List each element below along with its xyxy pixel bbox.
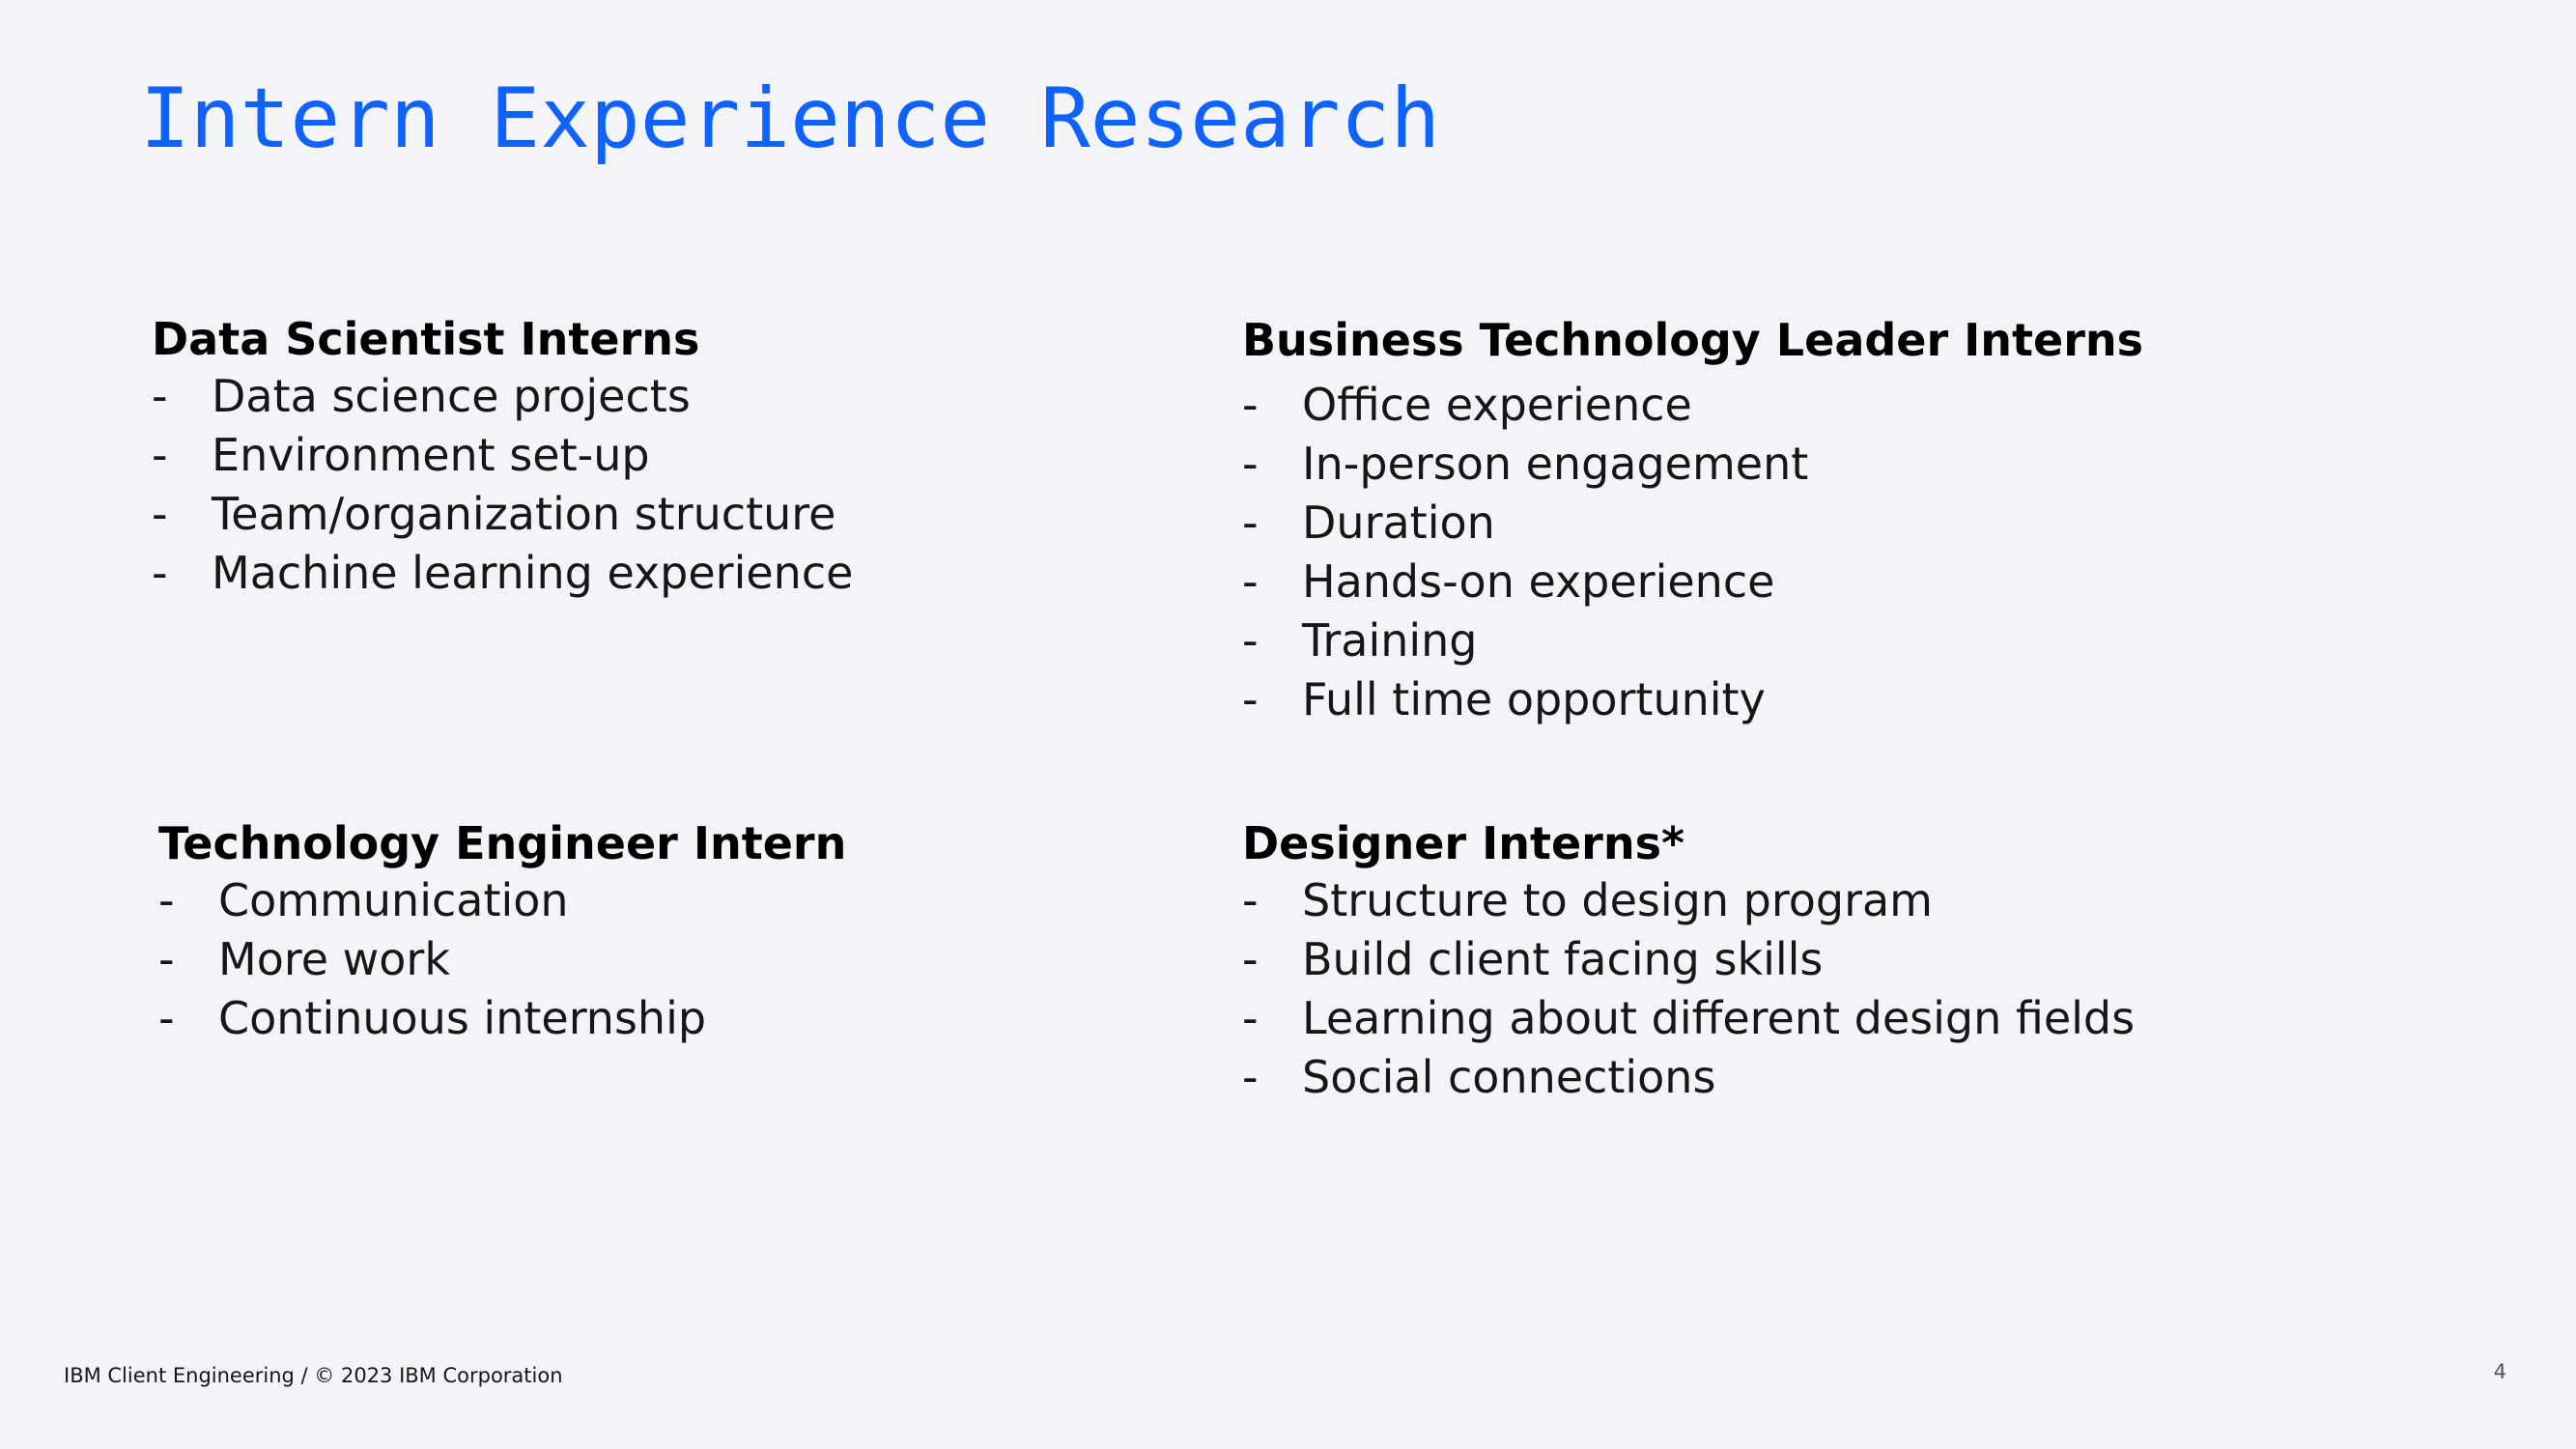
list-item-text: Full time opportunity: [1302, 673, 1766, 725]
page-number: 4: [2493, 1360, 2506, 1383]
list-item-text: Data science projects: [212, 370, 691, 422]
list-item: - Learning about different design fields: [1242, 989, 2135, 1048]
list-item: - Communication: [158, 871, 846, 930]
list-item-text: Environment set-up: [212, 429, 650, 481]
dash-bullet: -: [1242, 555, 1259, 608]
list-item: - In-person engagement: [1242, 435, 2143, 494]
dash-bullet: -: [158, 874, 175, 926]
list-item-text: Team/organization structure: [212, 488, 836, 540]
dash-bullet: -: [1242, 874, 1259, 926]
dash-bullet: -: [1242, 992, 1259, 1044]
list-item-text: In-person engagement: [1302, 438, 1809, 490]
designer-heading: Designer Interns*: [1242, 817, 1685, 869]
data-scientist-heading: Data Scientist Interns: [152, 313, 700, 365]
list-item-text: Build client facing skills: [1302, 933, 1824, 985]
designer-section: Designer Interns* - Structure to design p…: [1242, 815, 2135, 1107]
technology-engineer-section: Technology Engineer Intern - Communicatio…: [158, 815, 846, 1048]
list-item: - Duration: [1242, 494, 2143, 553]
list-item-text: Office experience: [1302, 379, 1692, 431]
dash-bullet: -: [158, 933, 175, 985]
business-technology-leader-section: Business Technology Leader Interns - Offi…: [1242, 312, 2143, 729]
dash-bullet: -: [152, 370, 168, 422]
list-item: - Build client facing skills: [1242, 930, 2135, 989]
list-item-text: Structure to design program: [1302, 874, 1933, 926]
dash-bullet: -: [1242, 497, 1259, 549]
dash-bullet: -: [158, 992, 175, 1044]
dash-bullet: -: [1242, 379, 1259, 431]
list-item-text: Machine learning experience: [212, 547, 854, 599]
list-item-text: Hands-on experience: [1302, 555, 1775, 608]
list-item-text: More work: [218, 933, 450, 985]
list-item: - Full time opportunity: [1242, 670, 2143, 729]
list-item: - Data science projects: [152, 367, 853, 426]
dash-bullet: -: [152, 429, 168, 481]
list-item: - More work: [158, 930, 846, 989]
list-item-text: Communication: [218, 874, 569, 926]
business-technology-leader-list: - Office experience - In-person engagement…: [1242, 376, 2143, 729]
dash-bullet: -: [1242, 438, 1259, 490]
list-item: - Training: [1242, 611, 2143, 670]
list-item: - Office experience: [1242, 376, 2143, 435]
list-item-text: Training: [1302, 614, 1478, 667]
dash-bullet: -: [152, 547, 168, 599]
list-item: - Environment set-up: [152, 426, 853, 485]
technology-engineer-list: - Communication - More work - Continuous in…: [158, 871, 846, 1048]
list-item: - Machine learning experience: [152, 544, 853, 603]
list-item: - Continuous internship: [158, 989, 846, 1048]
list-item-text: Continuous internship: [218, 992, 707, 1044]
dash-bullet: -: [1242, 1051, 1259, 1103]
dash-bullet: -: [1242, 673, 1259, 725]
list-item-text: Learning about different design fields: [1302, 992, 2136, 1044]
list-item-text: Social connections: [1302, 1051, 1716, 1103]
list-item: - Team/organization structure: [152, 485, 853, 544]
dash-bullet: -: [1242, 614, 1259, 667]
business-technology-leader-heading: Business Technology Leader Interns: [1242, 314, 2144, 366]
data-scientist-section: Data Scientist Interns - Data science pro…: [152, 311, 853, 603]
list-item: - Structure to design program: [1242, 871, 2135, 930]
list-item: - Social connections: [1242, 1048, 2135, 1107]
dash-bullet: -: [1242, 933, 1259, 985]
list-item: - Hands-on experience: [1242, 553, 2143, 611]
data-scientist-list: - Data science projects - Environment set-…: [152, 367, 853, 603]
technology-engineer-heading: Technology Engineer Intern: [158, 817, 847, 869]
footer-copyright: IBM Client Engineering / © 2023 IBM Corp…: [64, 1364, 563, 1387]
list-item-text: Duration: [1302, 497, 1495, 549]
dash-bullet: -: [152, 488, 168, 540]
slide-title: Intern Experience Research: [140, 71, 1441, 167]
designer-list: - Structure to design program - Build clie…: [1242, 871, 2135, 1107]
